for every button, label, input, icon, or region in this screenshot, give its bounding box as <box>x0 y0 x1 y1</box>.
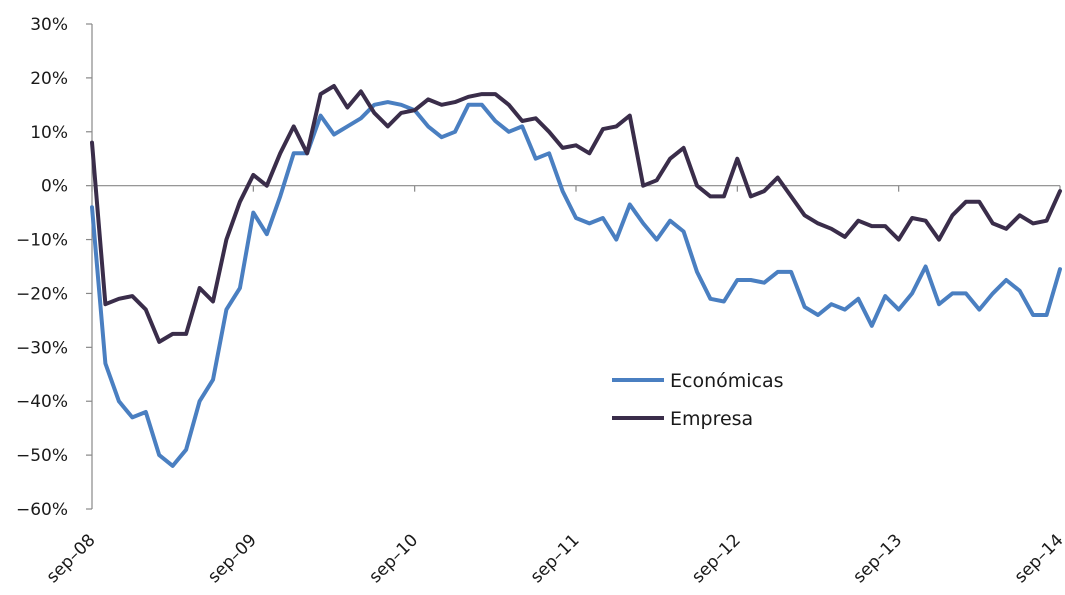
y-tick-label: −50% <box>16 446 68 466</box>
x-tick-label: sep–10 <box>365 530 422 587</box>
x-tick-label: sep–09 <box>204 530 261 587</box>
x-tick-label: sep–13 <box>849 530 906 587</box>
x-tick-label: sep–12 <box>688 530 745 587</box>
series-line-empresa <box>90 84 1062 344</box>
legend-item-economicas: Económicas <box>612 370 784 392</box>
series-layer <box>90 84 1062 468</box>
chart-legend: Económicas Empresa <box>612 370 784 430</box>
y-tick-label: −30% <box>16 338 68 358</box>
series-line-economicas <box>90 100 1062 468</box>
legend-item-empresa: Empresa <box>612 408 753 430</box>
y-tick-label: −10% <box>16 231 68 251</box>
legend-label: Empresa <box>670 408 753 430</box>
y-tick-label: 30% <box>30 15 68 35</box>
x-tick-label: sep–11 <box>527 530 584 587</box>
y-tick-label: 0% <box>41 177 68 197</box>
y-tick-label: −20% <box>16 284 68 304</box>
y-tick-label: −40% <box>16 392 68 412</box>
x-tick-label: sep–14 <box>1011 530 1065 587</box>
y-tick-label: −60% <box>16 500 68 520</box>
y-tick-label: 10% <box>30 123 68 143</box>
legend-label: Económicas <box>670 370 784 392</box>
y-tick-label: 20% <box>30 69 68 89</box>
x-tick-label: sep–08 <box>43 530 100 587</box>
